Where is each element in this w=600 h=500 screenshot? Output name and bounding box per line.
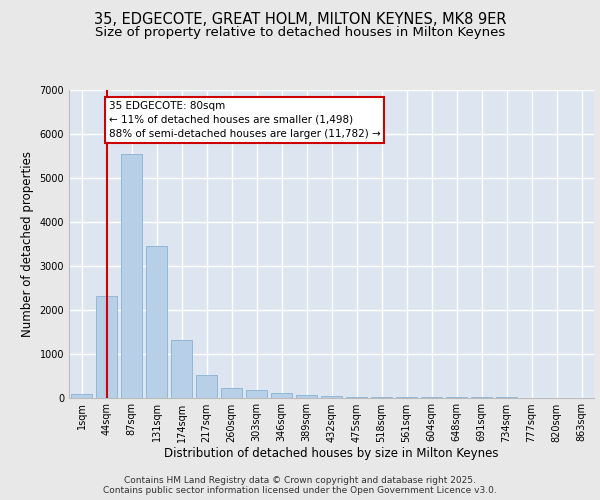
Bar [196, 374, 217, 398]
Text: 35 EDGECOTE: 80sqm
← 11% of detached houses are smaller (1,498)
88% of semi-deta: 35 EDGECOTE: 80sqm ← 11% of detached hou… [109, 101, 381, 139]
Bar [96, 296, 117, 398]
Bar [71, 394, 92, 398]
Y-axis label: Number of detached properties: Number of detached properties [21, 151, 34, 337]
Bar [146, 246, 167, 398]
Bar [321, 396, 342, 398]
Bar [296, 395, 317, 398]
Bar [246, 390, 267, 398]
Bar [221, 388, 242, 398]
Bar [121, 154, 142, 398]
Bar [346, 397, 367, 398]
Text: Size of property relative to detached houses in Milton Keynes: Size of property relative to detached ho… [95, 26, 505, 39]
X-axis label: Distribution of detached houses by size in Milton Keynes: Distribution of detached houses by size … [164, 448, 499, 460]
Bar [271, 393, 292, 398]
Bar [171, 340, 192, 398]
Text: Contains HM Land Registry data © Crown copyright and database right 2025.
Contai: Contains HM Land Registry data © Crown c… [103, 476, 497, 495]
Text: 35, EDGECOTE, GREAT HOLM, MILTON KEYNES, MK8 9ER: 35, EDGECOTE, GREAT HOLM, MILTON KEYNES,… [94, 12, 506, 28]
